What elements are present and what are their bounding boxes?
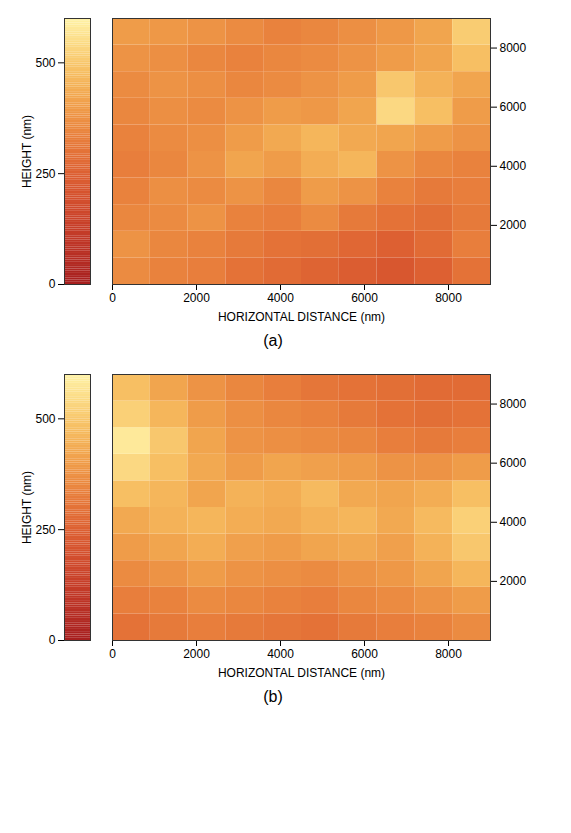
svg-text:HORIZONTAL DISTANCE (nm): HORIZONTAL DISTANCE (nm) [218,310,385,324]
svg-text:6000: 6000 [351,291,378,305]
svg-text:0: 0 [109,291,116,305]
svg-text:4000: 4000 [267,291,294,305]
svg-text:8000: 8000 [435,647,462,661]
svg-text:8000: 8000 [435,291,462,305]
svg-text:6000: 6000 [500,456,527,470]
svg-text:8000: 8000 [500,397,527,411]
svg-text:0: 0 [49,633,56,647]
svg-text:2000: 2000 [500,574,527,588]
svg-text:250: 250 [35,167,55,181]
svg-text:HORIZONTAL DISTANCE (nm): HORIZONTAL DISTANCE (nm) [218,666,385,680]
svg-text:6000: 6000 [500,100,527,114]
html-text:(a): (a) [263,332,283,349]
svg-text:6000: 6000 [351,647,378,661]
svg-text:4000: 4000 [500,159,527,173]
html-text:(b): (b) [263,688,283,705]
svg-text:8000: 8000 [500,41,527,55]
svg-text:HEIGHT (nm): HEIGHT (nm) [20,471,34,544]
svg-text:250: 250 [35,523,55,537]
svg-text:2000: 2000 [183,291,210,305]
svg-text:HEIGHT (nm): HEIGHT (nm) [20,115,34,188]
svg-text:4000: 4000 [267,647,294,661]
svg-text:0: 0 [49,277,56,291]
svg-text:500: 500 [35,56,55,70]
svg-text:2000: 2000 [183,647,210,661]
svg-text:2000: 2000 [500,218,527,232]
svg-text:500: 500 [35,412,55,426]
svg-text:4000: 4000 [500,515,527,529]
svg-text:0: 0 [109,647,116,661]
